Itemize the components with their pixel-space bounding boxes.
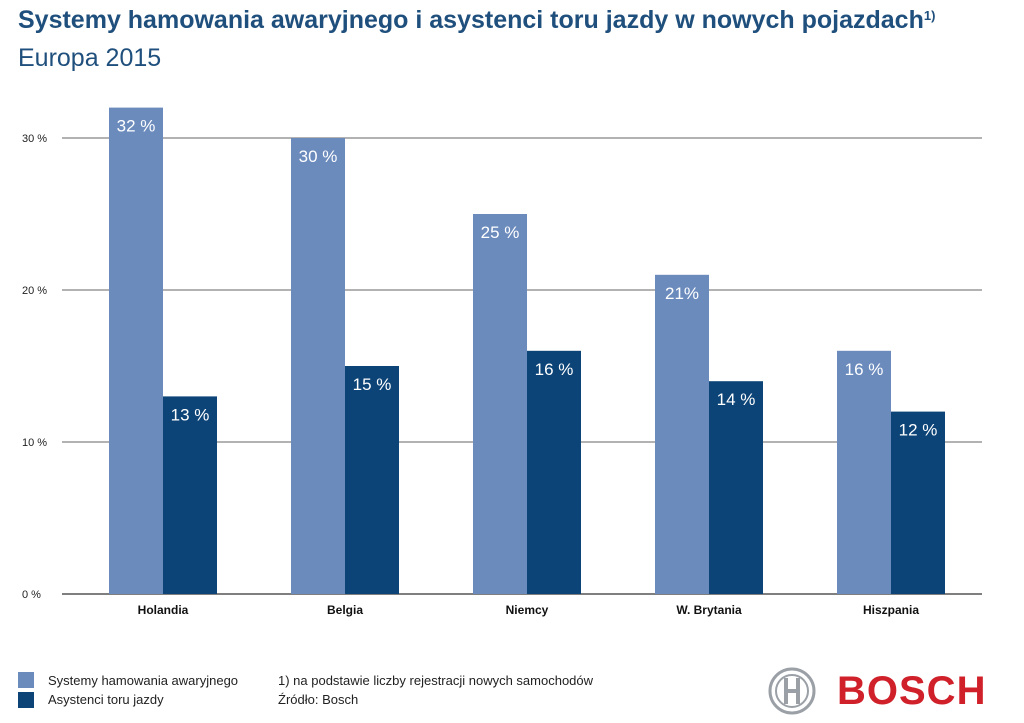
bar-lane-assist [527, 350, 581, 594]
y-tick-label: 20 % [22, 285, 47, 297]
bar-value-label: 12 % [899, 421, 938, 440]
bar-lane-assist [891, 411, 945, 594]
bar-emergency-braking [291, 138, 345, 594]
bar-emergency-braking [837, 350, 891, 594]
x-tick-label: Belgia [327, 603, 363, 617]
bar-value-label: 21% [665, 284, 699, 303]
chart-title: Systemy hamowania awaryjnego i asystenci… [18, 6, 936, 34]
x-tick-label: Hiszpania [863, 603, 919, 617]
bosch-armature-icon [768, 667, 816, 715]
bar-emergency-braking [109, 107, 163, 594]
bar-value-label: 13 % [171, 405, 210, 424]
bar-lane-assist [345, 366, 399, 594]
legend-swatch-lane-assist [18, 692, 34, 708]
title-footnote-mark: 1) [923, 8, 936, 23]
bar-value-label: 32 % [117, 117, 156, 136]
legend-swatch-emergency-braking [18, 672, 34, 688]
bar-lane-assist [709, 381, 763, 594]
bar-value-label: 16 % [535, 360, 574, 379]
bar-value-label: 16 % [845, 360, 884, 379]
y-tick-label: 10 % [22, 437, 47, 449]
bar-emergency-braking [655, 274, 709, 594]
legend-label-emergency-braking: Systemy hamowania awaryjnego [48, 673, 239, 688]
legend-label-lane-assist: Asystenci toru jazdy [48, 692, 164, 707]
source-note: Źródło: Bosch [278, 692, 359, 707]
chart-subtitle: Europa 2015 [18, 44, 162, 72]
y-tick-label: 0 % [22, 589, 41, 601]
bar-value-label: 30 % [299, 147, 338, 166]
bar-emergency-braking [473, 214, 527, 594]
bar-value-label: 14 % [717, 390, 756, 409]
x-tick-label: Niemcy [506, 603, 549, 617]
x-tick-label: Holandia [138, 603, 189, 617]
bar-value-label: 25 % [481, 223, 520, 242]
footnote: 1) na podstawie liczby rejestracji nowyc… [278, 673, 594, 688]
bar-lane-assist [163, 396, 217, 594]
bar-value-label: 15 % [353, 375, 392, 394]
x-tick-label: W. Brytania [676, 603, 742, 617]
bosch-logo-text: BOSCH [837, 669, 987, 713]
y-tick-label: 30 % [22, 133, 47, 145]
